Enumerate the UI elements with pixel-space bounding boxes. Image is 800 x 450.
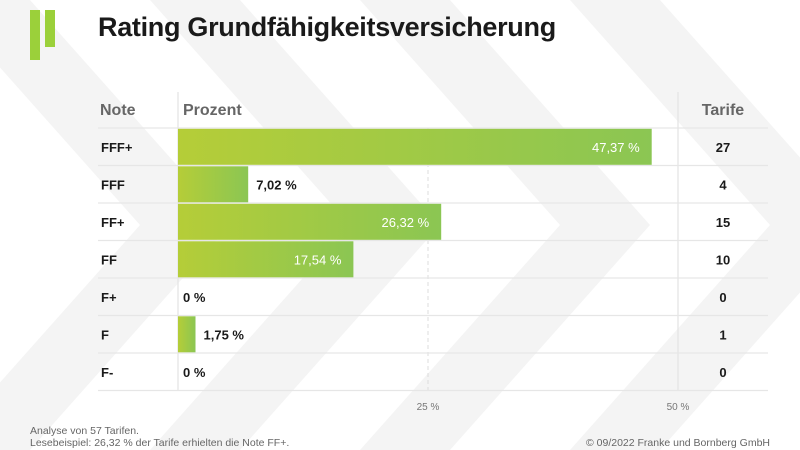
- row-label-note: F-: [101, 365, 113, 380]
- column-header-tarife: Tarife: [702, 102, 744, 119]
- bar-value-label: 0 %: [183, 290, 206, 305]
- x-tick-label: 25 %: [417, 402, 440, 413]
- row-label-note: FF+: [101, 215, 125, 230]
- column-header-note: Note: [100, 102, 136, 119]
- bar-FF: [178, 241, 354, 278]
- chart-title: Rating Grundfähigkeitsversicherung: [98, 12, 556, 42]
- bar-value-label: 47,37 %: [592, 140, 640, 155]
- row-label-note: F+: [101, 290, 117, 305]
- bar-value-label: 0 %: [183, 365, 206, 380]
- row-label-note: F: [101, 327, 109, 342]
- row-label-note: FF: [101, 252, 117, 267]
- footer-notes: Analyse von 57 Tarifen. Lesebeispiel: 26…: [30, 425, 289, 449]
- x-tick-label: 50 %: [667, 402, 690, 413]
- bar-F: [178, 316, 196, 353]
- bar-value-label: 26,32 %: [381, 215, 429, 230]
- row-label-note: FFF: [101, 177, 125, 192]
- logo-bar-left: [30, 10, 40, 60]
- bar-value-label: 17,54 %: [294, 252, 342, 267]
- bar-value-label: 1,75 %: [204, 327, 245, 342]
- row-label-note: FFF+: [101, 140, 133, 155]
- footer-analysis-note: Analyse von 57 Tarifen.: [30, 425, 139, 437]
- row-count-tarife: 1: [719, 327, 726, 342]
- row-count-tarife: 27: [716, 140, 730, 155]
- row-count-tarife: 0: [719, 365, 726, 380]
- row-count-tarife: 15: [716, 215, 730, 230]
- logo-bar-right: [45, 10, 55, 47]
- column-header-prozent: Prozent: [183, 102, 242, 119]
- bar-FFF: [178, 166, 249, 203]
- bar-value-label: 7,02 %: [256, 177, 297, 192]
- bar-FF+: [178, 203, 442, 240]
- footer-reading-example: Lesebeispiel: 26,32 % der Tarife erhielt…: [30, 437, 290, 449]
- bar-FFF+: [178, 128, 652, 165]
- row-count-tarife: 0: [719, 290, 726, 305]
- row-count-tarife: 4: [719, 177, 727, 192]
- footer-copyright: © 09/2022 Franke und Bornberg GmbH: [585, 437, 770, 449]
- row-count-tarife: 10: [716, 252, 730, 267]
